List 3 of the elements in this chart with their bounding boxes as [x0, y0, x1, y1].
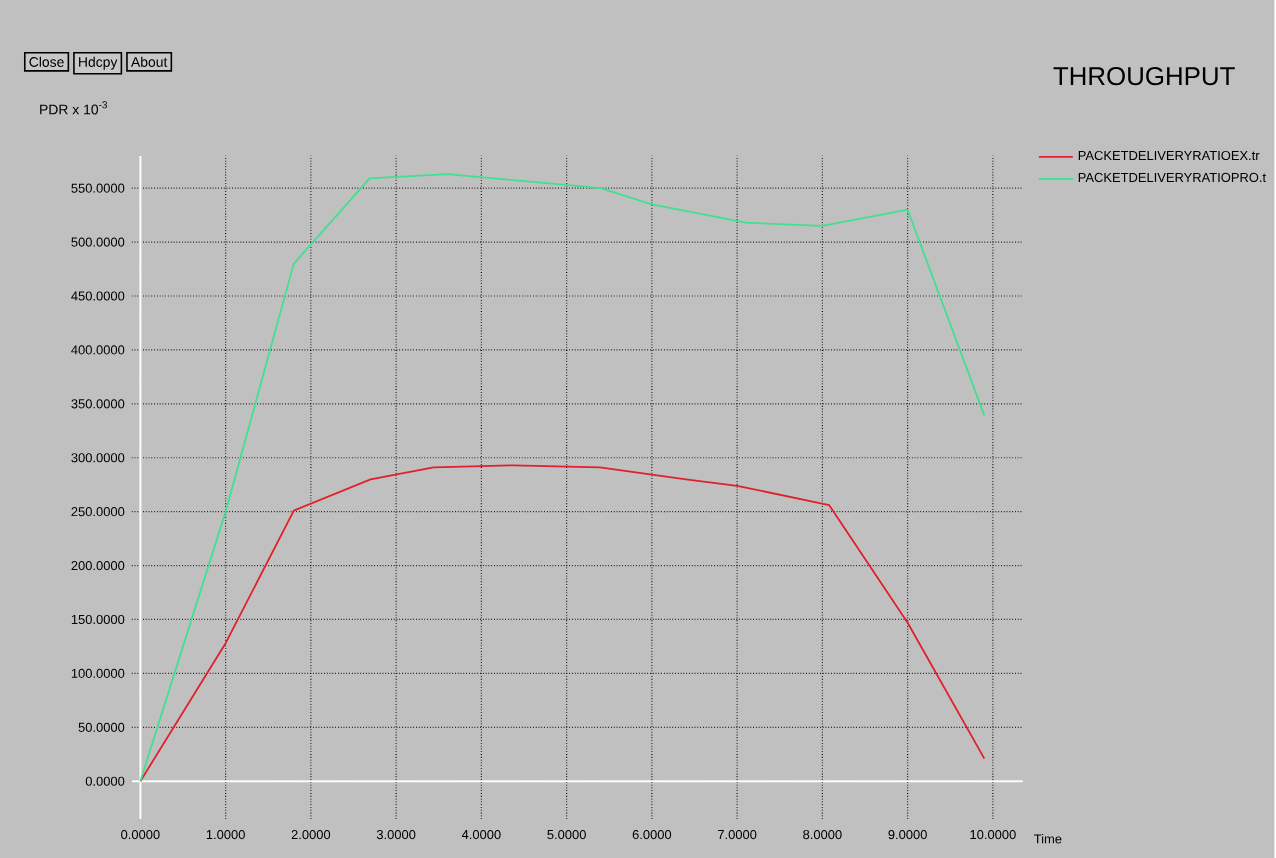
line-series [139, 172, 986, 782]
text: THROUGHPUT [1053, 66, 1235, 85]
line-series [139, 463, 986, 782]
